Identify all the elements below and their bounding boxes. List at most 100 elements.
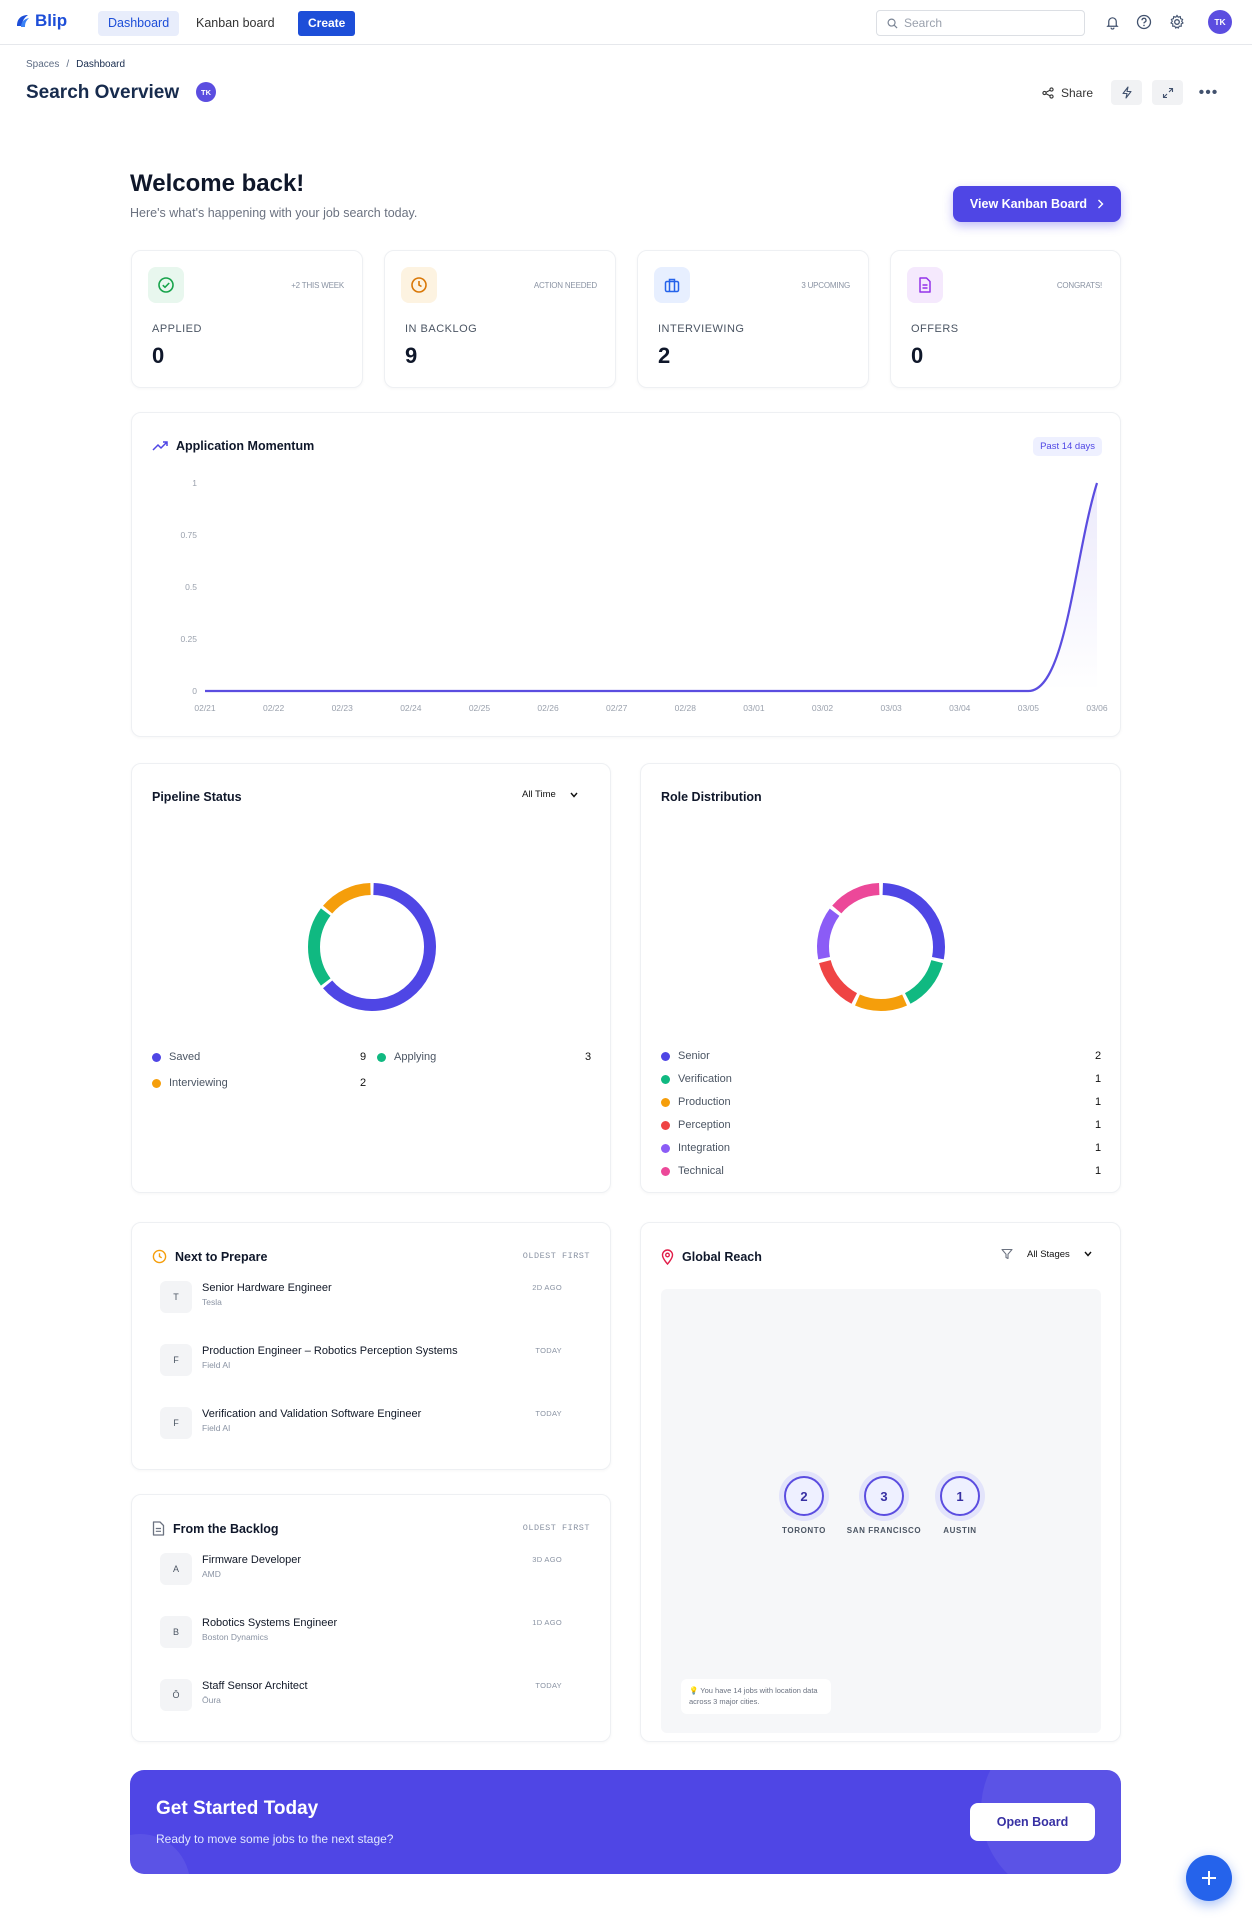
legend-label: Applying [394, 1051, 437, 1063]
roles-card: Role Distribution Senior 2 Verification 1 Pr… [640, 763, 1121, 1193]
job-item[interactable]: T Senior Hardware Engineer Tesla 2D AGO [160, 1279, 590, 1319]
job-item[interactable]: A Firmware Developer AMD 3D AGO [160, 1551, 590, 1591]
search-box[interactable] [876, 10, 1085, 36]
company-avatar: F [160, 1344, 192, 1376]
trending-up-icon [152, 441, 168, 451]
document-icon [152, 1521, 165, 1536]
breadcrumb-spaces[interactable]: Spaces [26, 59, 60, 70]
view-kanban-label: View Kanban Board [969, 197, 1088, 211]
nav-tab-dashboard[interactable]: Dashboard [98, 11, 180, 36]
job-item[interactable]: B Robotics Systems Engineer Boston Dynam… [160, 1614, 590, 1654]
app-name: Blip [35, 11, 68, 30]
sort-label[interactable]: OLDEST FIRST [522, 1251, 590, 1261]
company-avatar: A [160, 1553, 192, 1585]
donut-slice [819, 959, 858, 1004]
legend-item[interactable]: Senior [661, 1050, 710, 1062]
add-fab-button[interactable] [1186, 1855, 1232, 1901]
legend-item[interactable]: Integration [661, 1142, 730, 1154]
x-tick-label: 03/06 [1086, 703, 1108, 713]
expand-button[interactable] [1152, 80, 1183, 105]
job-company: Tesla [202, 1297, 222, 1307]
share-icon [1042, 86, 1054, 99]
legend-label: Integration [678, 1142, 730, 1154]
legend-item[interactable]: Applying [377, 1051, 436, 1063]
check-circle-icon [148, 267, 184, 303]
legend-item[interactable]: Technical [661, 1165, 724, 1177]
job-item[interactable]: F Production Engineer – Robotics Percept… [160, 1342, 590, 1382]
owner-avatar[interactable]: TK [196, 82, 216, 102]
x-tick-label: 02/21 [194, 703, 216, 713]
stat-card-offers: CONGRATS! OFFERS 0 [890, 250, 1121, 388]
map-note-text: You have 14 jobs with location data acro… [689, 1686, 818, 1707]
job-title: Staff Sensor Architect [202, 1680, 308, 1692]
legend-item[interactable]: Perception [661, 1119, 731, 1131]
search-input[interactable] [904, 16, 1074, 30]
map-area[interactable]: 2 TORONTO 3 SAN FRANCISCO 1 AUSTIN 💡 You… [661, 1289, 1101, 1733]
legend-value: 1 [1095, 1073, 1102, 1085]
view-kanban-button[interactable]: View Kanban Board [953, 186, 1121, 222]
automation-button[interactable] [1111, 80, 1142, 105]
legend-item[interactable]: Interviewing [152, 1077, 228, 1089]
city-marker[interactable]: 3 SAN FRANCISCO [841, 1471, 927, 1535]
legend-value: 2 [1095, 1050, 1102, 1062]
banner-subtitle: Ready to move some jobs to the next stag… [156, 1832, 394, 1846]
job-company: Boston Dynamics [202, 1632, 269, 1642]
job-title: Verification and Validation Software Eng… [202, 1408, 422, 1420]
job-title: Robotics Systems Engineer [202, 1617, 338, 1629]
job-title: Production Engineer – Robotics Perceptio… [202, 1345, 458, 1357]
legend-value: 9 [360, 1051, 367, 1063]
job-age: TODAY [535, 1409, 562, 1418]
sort-label[interactable]: OLDEST FIRST [522, 1523, 590, 1533]
y-tick-label: 0.5 [185, 582, 197, 592]
city-marker[interactable]: 1 AUSTIN [925, 1471, 995, 1535]
legend-item[interactable]: Saved [152, 1051, 200, 1063]
legend-swatch [661, 1166, 670, 1176]
clock-icon [401, 267, 437, 303]
city-name: TORONTO [782, 1526, 826, 1535]
bell-icon[interactable] [1103, 13, 1121, 31]
map-info-note: 💡 You have 14 jobs with location data ac… [681, 1679, 831, 1714]
more-options-icon[interactable]: ••• [1198, 83, 1219, 101]
job-title: Firmware Developer [202, 1554, 302, 1566]
x-tick-label: 02/27 [606, 703, 628, 713]
global-reach-card: Global Reach All Stages 2 TORONTO 3 SAN … [640, 1222, 1121, 1742]
stage-filter-value: All Stages [1027, 1248, 1070, 1260]
legend-swatch [152, 1052, 161, 1062]
donut-slice [832, 883, 880, 914]
chevron-right-icon [1098, 199, 1104, 209]
help-icon[interactable] [1135, 13, 1153, 31]
share-label: Share [1060, 85, 1093, 100]
job-item[interactable]: F Verification and Validation Software E… [160, 1405, 590, 1445]
share-button[interactable]: Share [1034, 82, 1101, 104]
legend-item[interactable]: Verification [661, 1073, 732, 1085]
open-board-button[interactable]: Open Board [970, 1803, 1095, 1841]
stat-value: 9 [405, 343, 418, 368]
breadcrumb-dashboard[interactable]: Dashboard [76, 59, 126, 70]
legend-label: Senior [678, 1050, 710, 1062]
momentum-title-text: Application Momentum [176, 439, 315, 453]
create-button[interactable]: Create [298, 11, 356, 36]
stage-filter-select[interactable]: All Stages [993, 1243, 1100, 1265]
chevron-down-icon [570, 792, 578, 798]
map-pin-icon [661, 1249, 674, 1265]
legend-swatch [661, 1143, 670, 1153]
donut-slice [323, 883, 436, 1011]
gear-icon[interactable] [1168, 13, 1186, 31]
job-item[interactable]: Ō Staff Sensor Architect Ōura TODAY [160, 1677, 590, 1717]
legend-item[interactable]: Production [661, 1096, 731, 1108]
legend-value: 1 [1095, 1096, 1102, 1108]
page-title: Search Overview [26, 82, 180, 103]
nav-tab-kanban[interactable]: Kanban board [196, 16, 275, 30]
stat-label: APPLIED [152, 323, 202, 335]
legend-value: 1 [1095, 1119, 1102, 1131]
lightbulb-icon: 💡 [689, 1686, 699, 1695]
city-count: 2 [784, 1476, 824, 1516]
city-marker[interactable]: 2 TORONTO [769, 1471, 839, 1535]
job-company: Ōura [202, 1695, 221, 1705]
stat-value: 0 [911, 343, 924, 368]
time-filter-select[interactable]: All Time [514, 784, 586, 805]
user-avatar[interactable]: TK [1208, 10, 1232, 34]
app-logo[interactable]: Blip [14, 11, 67, 31]
blip-logo-icon [17, 15, 29, 27]
city-name: SAN FRANCISCO [846, 1526, 922, 1535]
